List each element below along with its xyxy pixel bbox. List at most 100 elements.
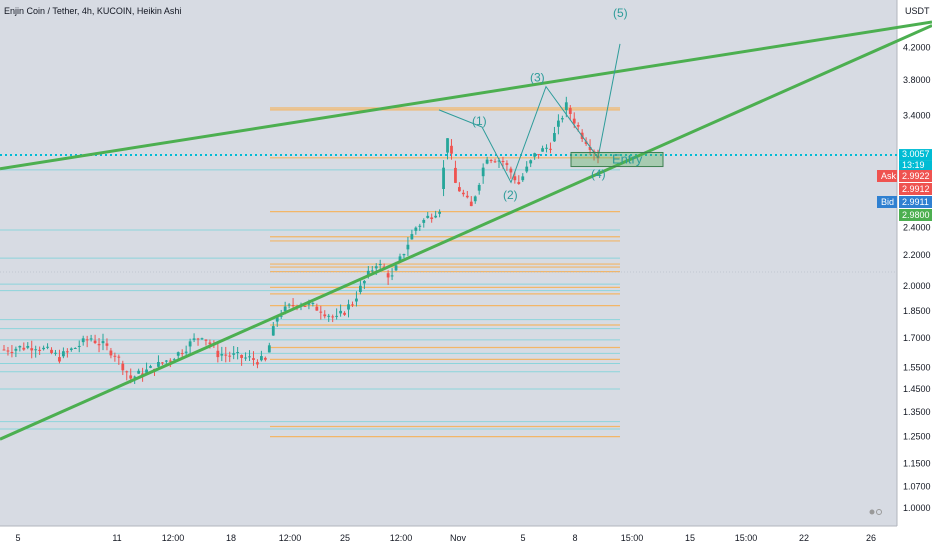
candle-body [291, 305, 295, 307]
candle-body [430, 217, 434, 220]
candle-body [121, 363, 125, 371]
candle-body [513, 176, 517, 181]
time-tick-label: 25 [340, 533, 350, 543]
candle-body [339, 310, 342, 314]
candle-body [533, 153, 537, 157]
price-tick-label: 1.8500 [903, 306, 931, 316]
price-tick-label: 2.2000 [903, 250, 931, 260]
time-tick-label: 22 [799, 533, 809, 543]
candle-body [509, 168, 513, 173]
candle-body [525, 166, 529, 172]
candle-body [188, 341, 192, 347]
ask-label-bg [877, 170, 897, 182]
ask-price-tag-2: 2.9912 [902, 184, 930, 194]
candle-body [473, 196, 477, 202]
candle-body [228, 355, 232, 357]
last-price-tag: 3.0057 [902, 149, 930, 159]
candle-body [465, 195, 469, 198]
candle-body [501, 160, 505, 162]
candle-body [161, 362, 164, 364]
time-tick-label: 15:00 [621, 533, 644, 543]
candle-body [279, 315, 283, 317]
candle-body [402, 254, 406, 256]
candle-body [263, 357, 267, 360]
candle-body [38, 349, 42, 351]
horizontal-levels [0, 107, 897, 438]
time-tick-label: 5 [15, 533, 20, 543]
candle-body [81, 338, 85, 343]
candle-body [117, 356, 121, 358]
time-tick-label: 11 [112, 533, 121, 543]
price-tick-label: 2.4000 [903, 222, 931, 232]
time-tick-label: 15 [685, 533, 695, 543]
candle-body [331, 316, 335, 318]
candle-body [557, 120, 560, 127]
time-tick-label: 26 [866, 533, 876, 543]
plot-background [0, 0, 897, 526]
candle-body [414, 227, 418, 231]
price-axis-background [897, 0, 932, 550]
elliott-wave-annotation: Entry (1) (2) (3) (4) (5) [438, 6, 664, 202]
candle-body [22, 347, 26, 350]
candle-body [351, 304, 354, 306]
entry-label: Entry [612, 151, 643, 166]
candle-body [2, 349, 6, 351]
candle-body [157, 362, 160, 367]
price-tick-label: 1.0000 [903, 503, 931, 513]
candle-body [588, 146, 592, 150]
candle-body [541, 148, 544, 152]
candle-body [275, 317, 279, 322]
candle-body [97, 344, 101, 346]
candle-body [192, 338, 196, 340]
time-tick-label: 12:00 [279, 533, 302, 543]
candle-body [50, 349, 53, 353]
candle-body [260, 356, 263, 361]
candle-body [220, 354, 224, 356]
candle-body [89, 338, 93, 340]
settings-icon[interactable] [869, 509, 882, 515]
candle-body [481, 167, 485, 177]
price-tick-label: 1.2500 [903, 432, 931, 442]
candlestick-series [2, 96, 600, 385]
candle-body [434, 215, 438, 218]
candle-body [568, 108, 572, 114]
candle-body [359, 285, 362, 293]
ask-label: Ask [881, 171, 897, 181]
candle-body [267, 345, 271, 353]
candle-body [283, 306, 287, 312]
candle-body [311, 302, 315, 304]
candle-body [422, 219, 426, 223]
candle-body [85, 339, 89, 341]
wave-label: (2) [503, 188, 518, 202]
ask-price-tag: 2.9922 [902, 171, 930, 181]
chart-title: Enjin Coin / Tether, 4h, KUCOIN, Heikin … [4, 6, 181, 16]
price-tick-label: 1.7000 [903, 333, 931, 343]
candle-body [14, 348, 18, 351]
wave-label: (1) [472, 114, 487, 128]
bid-price-tag: 2.9911 [902, 197, 929, 207]
candle-body [145, 369, 148, 373]
candle-body [10, 352, 14, 354]
candle-body [497, 160, 501, 162]
candle-body [30, 348, 34, 351]
candle-body [461, 192, 465, 195]
candle-body [362, 280, 366, 284]
candle-body [355, 298, 358, 302]
countdown-tag-bg [899, 160, 932, 172]
candle-body [236, 352, 240, 354]
candle-body [505, 163, 509, 165]
candle-body [426, 215, 430, 218]
candle-body [343, 312, 346, 315]
candle-body [149, 366, 152, 368]
bid-label: Bid [881, 197, 894, 207]
ask-price-tag-2-bg [899, 183, 932, 195]
time-tick-label: 12:00 [390, 533, 413, 543]
last-price-tag-bg [899, 149, 932, 161]
candle-body [271, 326, 275, 336]
candle-body [6, 350, 10, 352]
candle-body [323, 314, 327, 317]
candle-body [287, 304, 291, 306]
candle-body [406, 244, 410, 250]
